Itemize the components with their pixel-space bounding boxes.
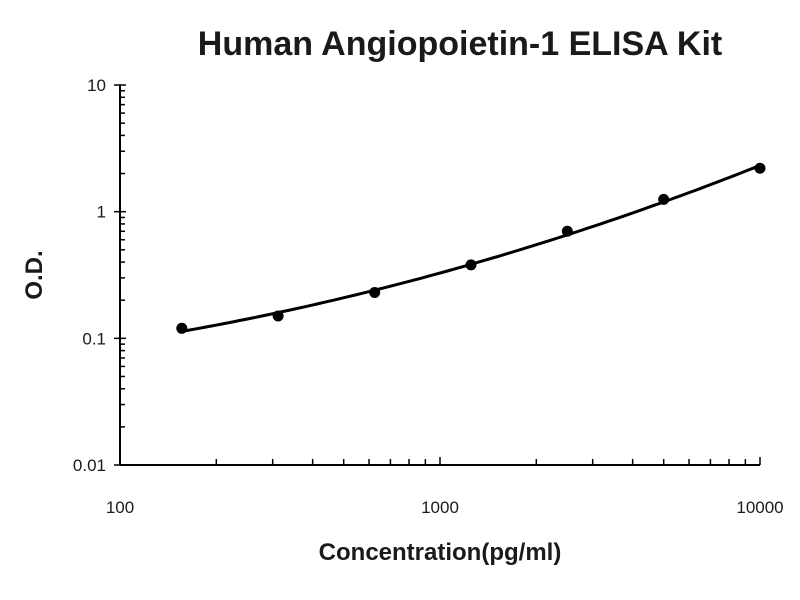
fit-curve [181,164,761,333]
y-tick-label: 0.1 [82,329,106,348]
data-point [176,322,188,334]
y-tick-label: 10 [87,76,106,95]
fit-curve-layer [181,164,761,333]
x-tick-label: 1000 [421,498,459,517]
data-points-layer [176,162,766,334]
x-tick-label: 10000 [736,498,783,517]
data-point [561,225,573,237]
chart-title: Human Angiopoietin-1 ELISA Kit [198,25,722,63]
y-axis-label: O.D. [21,250,48,299]
x-tick-label: 100 [106,498,134,517]
data-point [369,287,381,299]
data-point [272,310,284,322]
data-point [465,259,477,271]
y-tick-label: 0.01 [73,456,106,475]
data-point [754,162,766,174]
data-point [658,193,670,205]
axes: 0.01 0.1 1 10 100 1000 10000 [73,76,784,517]
y-tick-label: 1 [97,203,106,222]
x-axis-label: Concentration(pg/ml) [319,539,562,566]
